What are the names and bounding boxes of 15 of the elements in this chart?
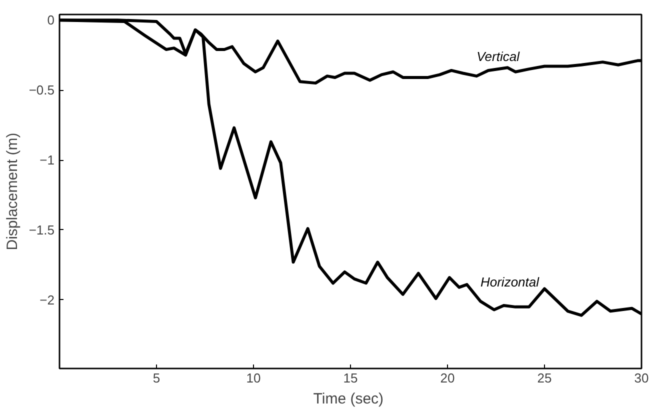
series-label: Horizontal [480, 274, 540, 290]
x-axis-title: Time (sec) [313, 390, 384, 408]
y-tick-label: −1 [40, 152, 55, 168]
y-tick-label: −1.5 [28, 222, 55, 238]
x-tick-label: 15 [343, 370, 358, 386]
series-label: Vertical [476, 49, 521, 64]
y-tick-label: −2 [40, 292, 55, 308]
y-tick-label: 0 [47, 12, 55, 28]
x-tick-label: 10 [246, 370, 261, 386]
x-tick-label: 20 [440, 370, 455, 386]
y-tick-label: −0.5 [28, 82, 55, 98]
x-tick-label: 30 [634, 370, 649, 386]
x-tick-label: 5 [152, 370, 160, 386]
x-tick-label: 25 [537, 370, 552, 386]
y-axis-title: Displacement (m) [4, 132, 21, 250]
